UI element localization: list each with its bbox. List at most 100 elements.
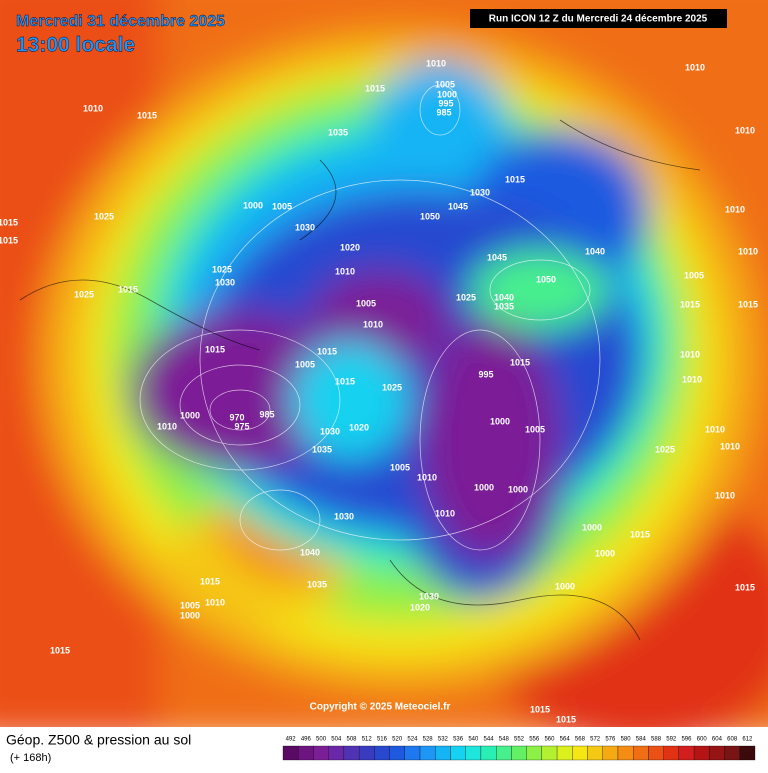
legend-label: 600 <box>697 737 708 743</box>
color-legend: 492 496 500 504 508 512 516 520 524 528 532 536 540 5… <box>282 737 756 761</box>
legend-swatch <box>709 745 725 761</box>
isobar-label: 1050 <box>420 211 440 221</box>
isobar-label: 1040 <box>300 547 320 557</box>
isobar-label: 1020 <box>410 602 430 612</box>
isobar-label: 1015 <box>118 284 138 294</box>
isobar-label: 1025 <box>94 211 114 221</box>
legend-label: 500 <box>316 737 327 743</box>
isobar-label: 1015 <box>0 235 18 245</box>
legend-swatch <box>541 745 558 761</box>
legend-swatch <box>724 745 740 761</box>
isobar-label: 1010 <box>685 62 705 72</box>
z500-field <box>0 0 768 750</box>
footer-title: Géop. Z500 & pression au sol <box>6 732 191 748</box>
legend-label: 520 <box>392 737 403 743</box>
isobar-label: 1010 <box>363 319 383 329</box>
legend-label: 572 <box>590 737 601 743</box>
isobar-label: 1035 <box>494 301 514 311</box>
isobar-label: 995 <box>478 369 493 379</box>
legend-label: 508 <box>347 737 358 743</box>
isobar-label: 1010 <box>680 349 700 359</box>
isobar-label: 1035 <box>328 127 348 137</box>
isobar-label: 1000 <box>180 410 200 420</box>
isobar-label: 1000 <box>180 610 200 620</box>
isobar-label: 1025 <box>382 382 402 392</box>
legend-swatch <box>404 745 421 761</box>
copyright: Copyright © 2025 Meteociel.fr <box>310 702 451 713</box>
isobar-label: 1010 <box>738 246 758 256</box>
legend-swatch <box>633 745 649 761</box>
isobar-label: 1005 <box>525 424 545 434</box>
legend-swatch <box>663 745 680 761</box>
date: Mercredi 31 décembre 2025 <box>16 13 225 30</box>
isobar-label: 1015 <box>510 357 530 367</box>
isobar-label: 1030 <box>470 187 490 197</box>
legend-swatch <box>693 745 710 761</box>
isobar-label: 1025 <box>655 444 675 454</box>
isobar-label: 1015 <box>530 704 550 714</box>
isobar-label: 1010 <box>435 508 455 518</box>
isobar-label: 1000 <box>490 416 510 426</box>
legend-swatch <box>526 745 542 761</box>
legend-label: 492 <box>286 737 297 743</box>
legend-label: 588 <box>651 737 662 743</box>
legend-label: 532 <box>438 737 449 743</box>
legend-swatch <box>480 745 497 761</box>
run-box <box>470 9 727 28</box>
isobar-label: 1000 <box>437 89 457 99</box>
legend-label: 524 <box>407 737 418 743</box>
legend-label: 504 <box>331 737 342 743</box>
isobar-label: 1015 <box>205 344 225 354</box>
isobar-label: 1015 <box>735 582 755 592</box>
legend-label: 536 <box>453 737 464 743</box>
legend-swatch <box>313 745 329 761</box>
isobar-label: 1035 <box>307 579 327 589</box>
isobar-label: 1000 <box>595 548 615 558</box>
legend-swatch <box>282 745 299 761</box>
legend-label: 556 <box>529 737 540 743</box>
legend-label: 604 <box>712 737 723 743</box>
isobar-label: 1005 <box>356 298 376 308</box>
legend-swatch <box>556 745 573 761</box>
legend-swatch <box>374 745 390 761</box>
legend-label: 612 <box>742 737 753 743</box>
isobar-label: 1010 <box>426 58 446 68</box>
isobars <box>139 84 601 551</box>
isobar-label: 1020 <box>340 242 360 252</box>
isobar-label: 1010 <box>417 472 437 482</box>
legend-swatch <box>511 745 527 761</box>
lead-time: (+ 168h) <box>10 752 51 764</box>
isobar-label: 1010 <box>715 490 735 500</box>
isobar-label: 1025 <box>212 264 232 274</box>
isobar-label: 1015 <box>556 714 576 724</box>
legend-label: 568 <box>575 737 586 743</box>
legend-label: 512 <box>362 737 373 743</box>
isobar-label: 1030 <box>419 591 439 601</box>
legend-swatch <box>587 745 603 761</box>
isobar-label: 1015 <box>50 645 70 655</box>
isobar-label: 1040 <box>585 246 605 256</box>
legend-label: 496 <box>301 737 312 743</box>
legend-label: 560 <box>544 737 555 743</box>
isobar-label: 1010 <box>720 441 740 451</box>
isobar-label: 1000 <box>474 482 494 492</box>
isobar-label: 1030 <box>320 426 340 436</box>
legend-swatch <box>419 745 436 761</box>
isobar-label: 1030 <box>215 277 235 287</box>
legend-swatch <box>358 745 375 761</box>
isobar-label: 1005 <box>180 600 200 610</box>
isobar-label: 995 <box>438 98 453 108</box>
legend-swatch <box>496 745 512 761</box>
isobar-label: 1015 <box>137 110 157 120</box>
isobar-label: 1015 <box>630 529 650 539</box>
legend-swatch <box>602 745 619 761</box>
legend-swatch <box>572 745 588 761</box>
isobar-label: 1010 <box>705 424 725 434</box>
coastlines <box>19 119 701 641</box>
legend-label: 584 <box>636 737 647 743</box>
legend-swatch <box>739 745 756 761</box>
legend-label: 564 <box>560 737 571 743</box>
legend-label: 516 <box>377 737 388 743</box>
isobar-label: 1030 <box>295 222 315 232</box>
legend-swatch <box>617 745 634 761</box>
